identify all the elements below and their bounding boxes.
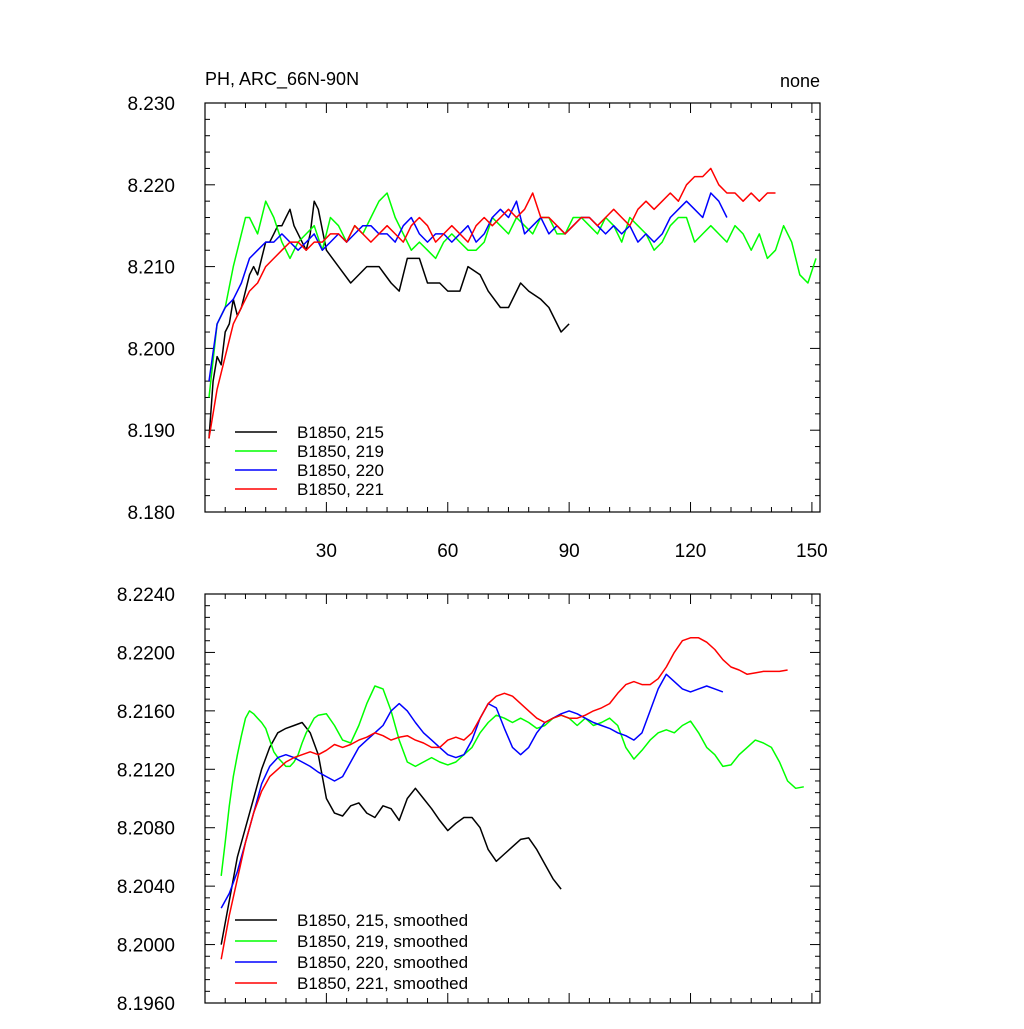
chart-right-title: none xyxy=(780,71,820,91)
x-tick-label: 30 xyxy=(316,541,337,562)
legend-label: B1850, 221, smoothed xyxy=(297,974,468,993)
y-tick-label: 8.2240 xyxy=(117,585,175,606)
x-tick-label: 90 xyxy=(559,541,580,562)
y-tick-label: 8.2120 xyxy=(117,760,175,781)
legend-label: B1850, 221 xyxy=(297,480,384,499)
y-tick-label: 8.220 xyxy=(127,176,175,197)
x-tick-label: 60 xyxy=(437,541,458,562)
legend-label: B1850, 219 xyxy=(297,442,384,461)
y-tick-label: 8.2080 xyxy=(117,819,175,840)
legend-label: B1850, 215, smoothed xyxy=(297,911,468,930)
chart-title: PH, ARC_66N-90N xyxy=(205,69,359,90)
y-tick-label: 8.210 xyxy=(127,258,175,279)
y-tick-label: 8.2200 xyxy=(117,643,175,664)
plot-frame xyxy=(204,593,821,1004)
y-tick-label: 8.180 xyxy=(127,503,175,524)
y-tick-label: 8.190 xyxy=(127,421,175,442)
x-tick-label: 150 xyxy=(796,541,828,562)
series-line xyxy=(208,192,728,382)
y-tick-label: 8.230 xyxy=(127,94,175,115)
y-tick-label: 8.1960 xyxy=(117,994,175,1015)
legend-label: B1850, 219, smoothed xyxy=(297,932,468,951)
series-line xyxy=(208,200,570,439)
series-line xyxy=(208,192,817,398)
series-line xyxy=(220,721,562,945)
y-tick-label: 8.2160 xyxy=(117,702,175,723)
y-tick-label: 8.2040 xyxy=(117,877,175,898)
series-line xyxy=(220,673,724,909)
y-tick-label: 8.2000 xyxy=(117,936,175,957)
plot-frame xyxy=(204,102,821,513)
legend-label: B1850, 220 xyxy=(297,461,384,480)
x-tick-label: 120 xyxy=(675,541,707,562)
legend-label: B1850, 220, smoothed xyxy=(297,953,468,972)
legend-label: B1850, 215 xyxy=(297,423,384,442)
y-tick-label: 8.200 xyxy=(127,339,175,360)
series-line xyxy=(220,637,788,960)
series-line xyxy=(208,167,776,439)
top-chart-panel: PH, ARC_66N-90N none 30 60 90 120 150 8.180 8.… xyxy=(127,69,827,562)
bottom-chart-panel: 8.1960 8.2000 8.2040 8.2080 8.2120 8.2160 8.22… xyxy=(117,585,821,1015)
